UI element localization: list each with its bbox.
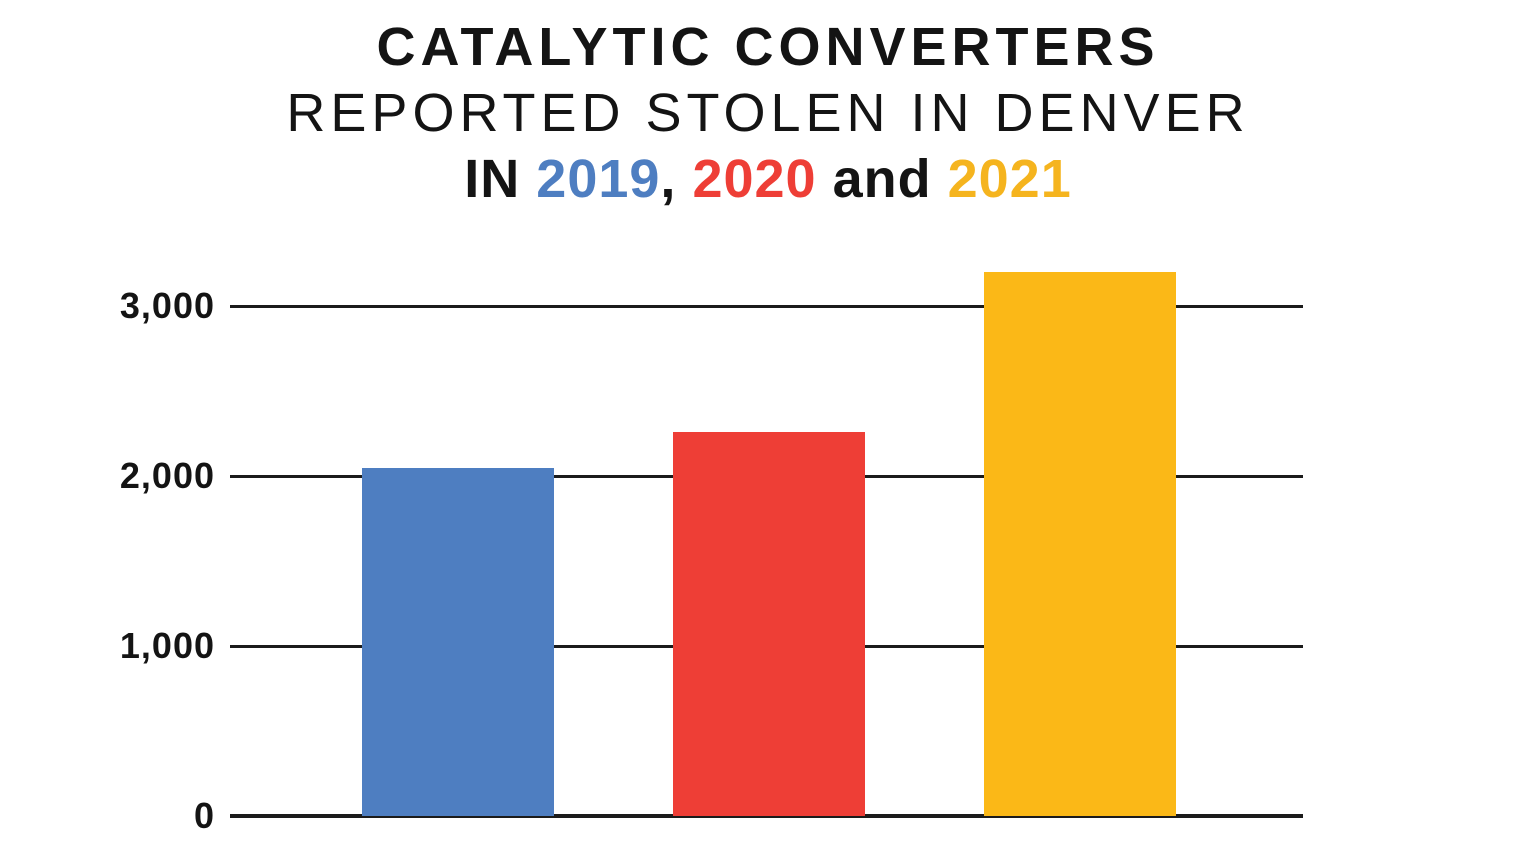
- title-word-and: and: [816, 149, 948, 209]
- y-axis-tick-label-1000: 1,000: [119, 625, 215, 666]
- title-year-2020: 2020: [692, 149, 817, 209]
- y-axis-tick-label-0: 0: [193, 795, 215, 836]
- bar-2019: [362, 467, 554, 816]
- bar-2020: [673, 431, 865, 816]
- title-comma: ,: [660, 149, 693, 209]
- title-line-2: REPORTED STOLEN IN DENVER: [286, 83, 1250, 143]
- gridline-3000: [230, 304, 1303, 308]
- chart-title: CATALYTIC CONVERTERS REPORTED STOLEN IN …: [0, 14, 1536, 212]
- title-line-3: IN 2019, 2020 and 2021: [0, 146, 1536, 212]
- title-line-1: CATALYTIC CONVERTERS: [376, 17, 1160, 77]
- title-word-in: IN: [464, 149, 537, 209]
- y-axis-tick-label-2000: 2,000: [119, 455, 215, 496]
- title-year-2021: 2021: [947, 149, 1072, 209]
- y-axis-tick-label-3000: 3,000: [119, 285, 215, 326]
- title-year-2019: 2019: [536, 149, 661, 209]
- gridline-0: [230, 814, 1303, 818]
- bar-2021: [984, 272, 1176, 816]
